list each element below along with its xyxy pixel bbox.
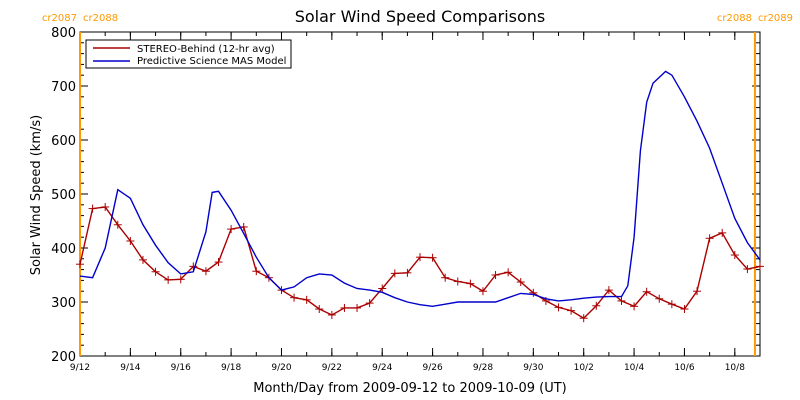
y-tick-label: 400 xyxy=(51,242,76,257)
stereo-behind-point xyxy=(214,258,223,267)
stereo-behind-point xyxy=(617,296,626,305)
x-tick-label: 10/4 xyxy=(624,363,644,373)
stereo-behind-point xyxy=(290,293,299,302)
x-axis-label: Month/Day from 2009-09-12 to 2009-10-09 … xyxy=(253,381,566,396)
x-tick-label: 10/8 xyxy=(725,363,745,373)
carrington-label-right: cr2089 xyxy=(758,13,793,24)
x-tick-label: 9/12 xyxy=(70,363,90,373)
stereo-behind-point xyxy=(327,310,336,319)
stereo-behind-point xyxy=(592,301,601,310)
x-tick-label: 9/14 xyxy=(120,363,140,373)
x-tick-label: 9/18 xyxy=(221,363,241,373)
stereo-behind-point xyxy=(76,260,84,269)
stereo-behind-point xyxy=(315,305,324,314)
stereo-behind-point xyxy=(604,286,613,295)
x-tick-label: 9/30 xyxy=(523,363,543,373)
stereo-behind-point xyxy=(554,303,563,312)
y-tick-label: 500 xyxy=(51,188,76,203)
legend: STEREO-Behind (12-hr avg) Predictive Sci… xyxy=(85,39,292,69)
stereo-behind-point xyxy=(567,306,576,315)
x-tick-label: 9/22 xyxy=(322,363,342,373)
x-tick-label: 9/24 xyxy=(372,363,392,373)
stereo-behind-point xyxy=(630,302,639,311)
stereo-behind-point xyxy=(88,204,97,213)
y-tick-label: 600 xyxy=(51,134,76,149)
stereo-behind-point xyxy=(201,267,210,276)
x-tick-label: 10/2 xyxy=(574,363,594,373)
stereo-behind-point xyxy=(176,275,185,284)
stereo-behind-point xyxy=(579,314,588,323)
stereo-behind-point xyxy=(491,271,500,279)
stereo-behind-point xyxy=(466,279,475,288)
y-tick-label: 700 xyxy=(51,80,76,95)
stereo-behind-point xyxy=(416,253,424,262)
stereo-behind-point xyxy=(718,228,727,237)
carrington-label-left: cr2088 xyxy=(717,13,752,24)
stereo-behind-point xyxy=(529,288,538,297)
stereo-behind-point xyxy=(743,265,752,274)
stereo-behind-point xyxy=(478,287,487,296)
stereo-behind-point xyxy=(138,255,147,264)
plot-frame xyxy=(79,31,761,357)
stereo-behind-point xyxy=(365,299,374,308)
stereo-behind-point xyxy=(126,236,135,245)
stereo-behind-point xyxy=(693,287,702,296)
stereo-behind-point xyxy=(151,267,160,276)
stereo-behind-point xyxy=(113,220,122,229)
stereo-behind-point xyxy=(252,267,261,276)
chart-title: Solar Wind Speed Comparisons xyxy=(295,7,546,26)
stereo-behind-point xyxy=(756,262,764,271)
stereo-behind-point xyxy=(378,284,387,293)
stereo-behind-point xyxy=(642,287,651,296)
x-tick-label: 10/6 xyxy=(674,363,694,373)
legend-label-stereo: STEREO-Behind (12-hr avg) xyxy=(137,44,275,55)
stereo-behind-point xyxy=(428,253,437,262)
stereo-behind-point xyxy=(441,273,450,282)
stereo-behind-line xyxy=(79,206,761,320)
stereo-behind-point xyxy=(239,222,248,231)
mas-model-line xyxy=(79,70,761,308)
stereo-behind-point xyxy=(705,234,714,243)
stereo-behind-point xyxy=(164,275,173,284)
stereo-behind-point xyxy=(453,277,462,286)
stereo-behind-point xyxy=(730,251,739,260)
stereo-behind-point xyxy=(340,303,349,312)
stereo-behind-point xyxy=(101,202,110,211)
stereo-behind-point xyxy=(667,300,676,309)
stereo-behind-point xyxy=(403,268,412,277)
stereo-behind-point xyxy=(504,268,513,277)
stereo-behind-point xyxy=(302,295,311,304)
y-axis-label: Solar Wind Speed (km/s) xyxy=(29,115,44,275)
stereo-behind-point xyxy=(655,294,664,303)
legend-label-mas: Predictive Science MAS Model xyxy=(137,56,286,67)
legend-box xyxy=(85,39,292,69)
x-tick-label: 9/28 xyxy=(473,363,493,373)
stereo-behind-point xyxy=(227,225,236,234)
carrington-label-left: cr2087 xyxy=(42,13,77,24)
x-tick-label: 9/26 xyxy=(422,363,442,373)
stereo-behind-point xyxy=(189,262,198,271)
y-tick-label: 800 xyxy=(51,26,76,41)
stereo-behind-point xyxy=(516,278,525,287)
y-tick-label: 200 xyxy=(51,350,76,365)
y-tick-label: 300 xyxy=(51,296,76,311)
stereo-behind-point xyxy=(680,305,689,314)
x-tick-label: 9/20 xyxy=(271,363,291,373)
x-tick-label: 9/16 xyxy=(171,363,191,373)
stereo-behind-point xyxy=(390,269,399,278)
stereo-behind-point xyxy=(353,303,362,312)
carrington-label-right: cr2088 xyxy=(83,13,118,24)
